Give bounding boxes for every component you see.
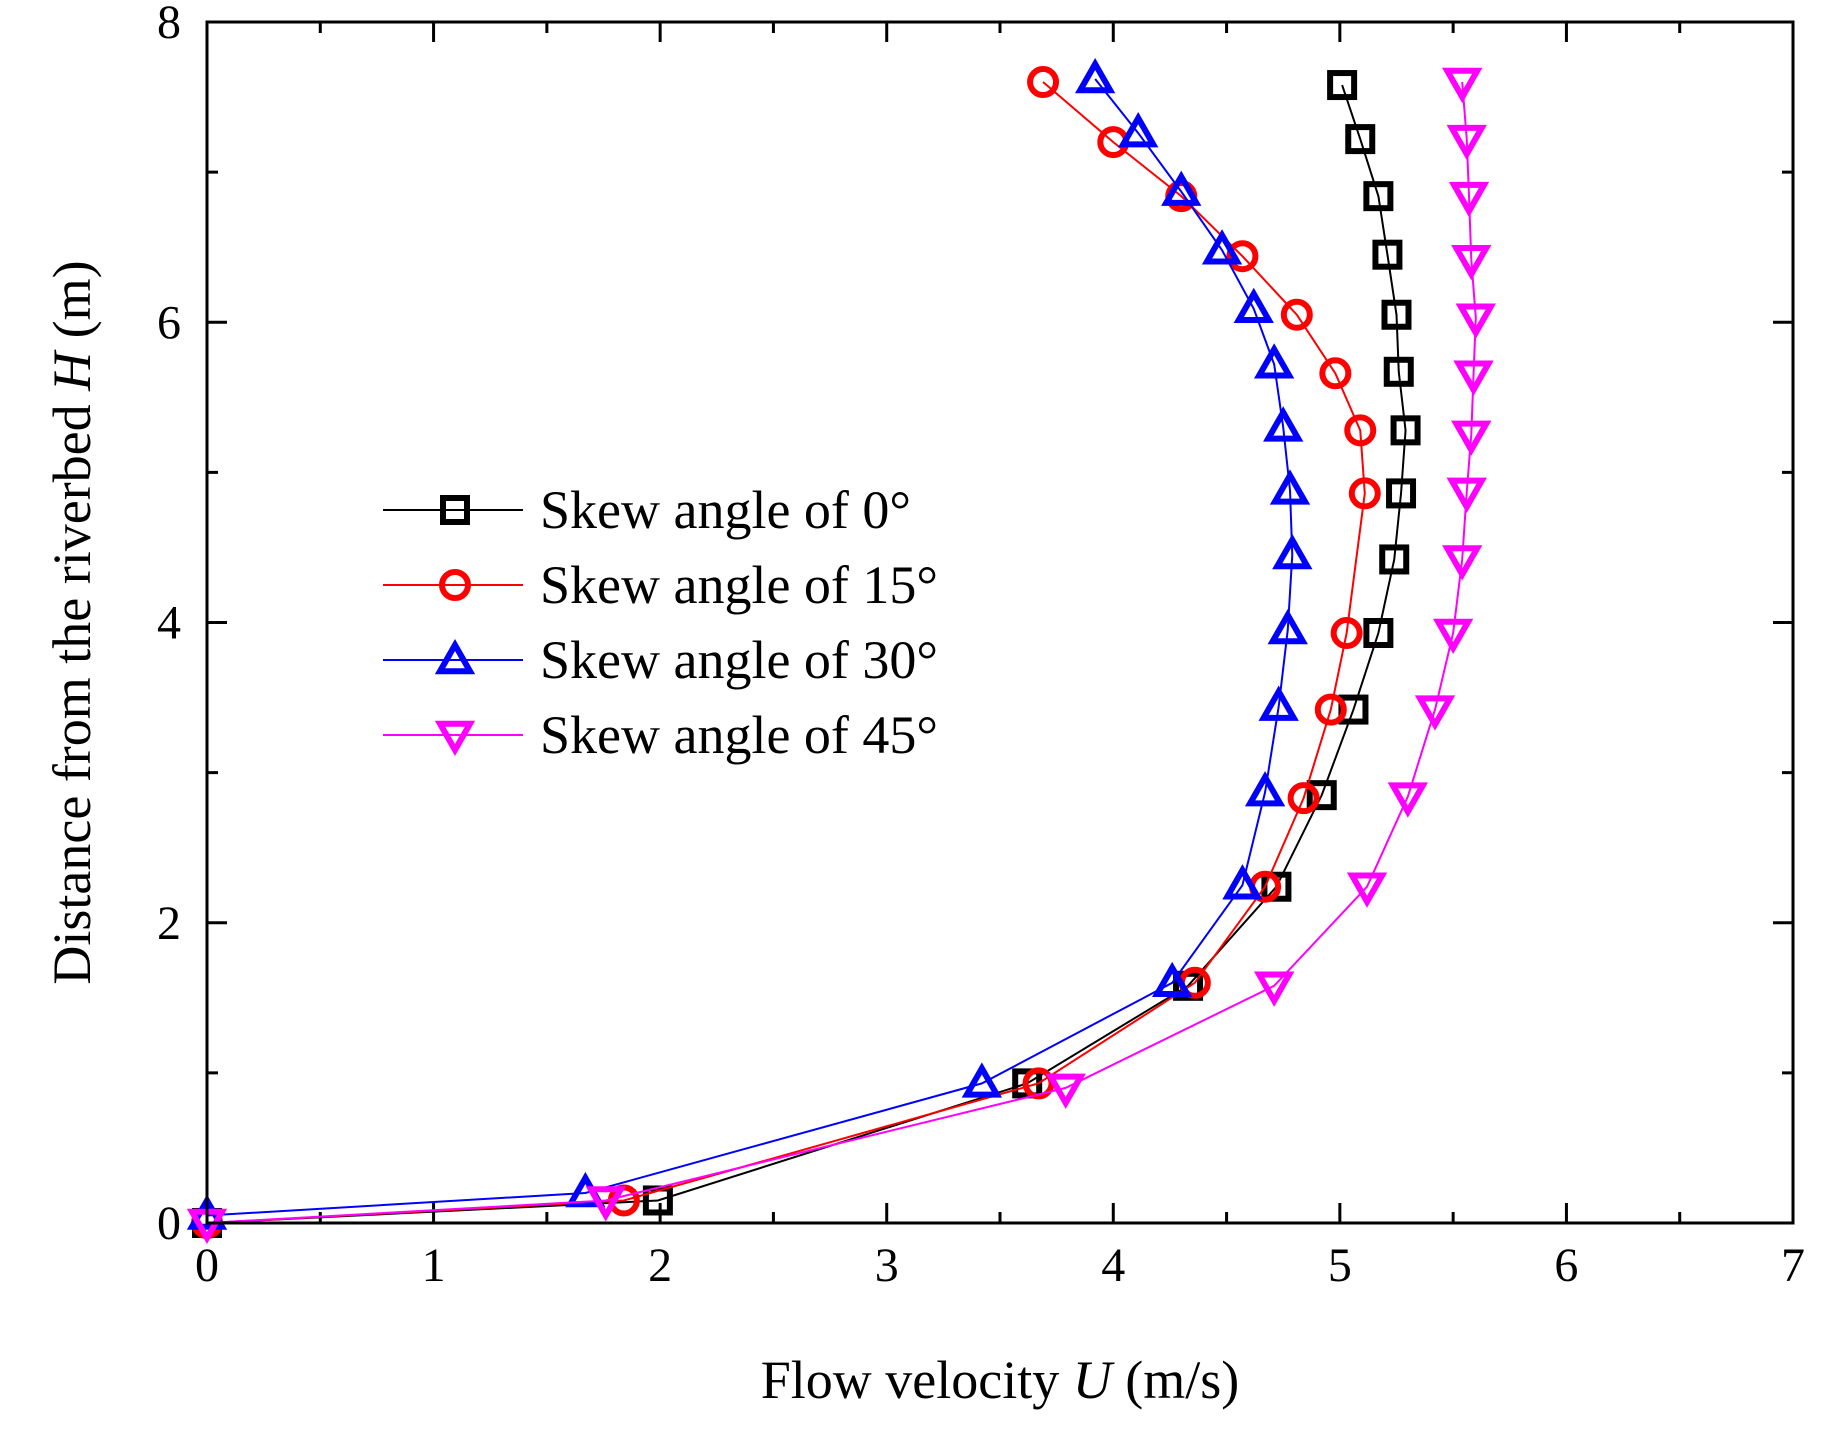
x-axis-title-prefix: Flow velocity — [761, 1350, 1073, 1410]
x-tick-label: 1 — [422, 1239, 446, 1292]
data-point — [1455, 303, 1496, 339]
y-tick-label: 0 — [157, 1197, 181, 1250]
data-point — [1074, 58, 1116, 94]
data-point — [1451, 244, 1492, 281]
legend: Skew angle of 0° Skew angle of 15° Skew an… — [383, 480, 938, 765]
data-point — [1346, 872, 1388, 908]
data-point — [1280, 298, 1313, 331]
data-point — [1327, 70, 1358, 101]
data-point — [1381, 299, 1412, 330]
data-point — [1258, 685, 1299, 721]
legend-item: Skew angle of 0° — [383, 480, 911, 540]
data-point — [1253, 343, 1295, 379]
data-point — [1226, 240, 1259, 273]
y-tick-label: 4 — [157, 597, 181, 650]
data-point — [1390, 415, 1421, 446]
data-point — [1027, 66, 1060, 99]
axis-tick-labels: 0 1 2 3 4 5 6 7 0 2 4 6 8 — [157, 0, 1805, 1292]
data-point — [1451, 420, 1492, 456]
data-point — [1222, 864, 1263, 900]
y-tick-label: 8 — [157, 0, 181, 49]
legend-marker — [434, 720, 476, 757]
y-axis-title-variable: H — [42, 349, 102, 392]
data-point — [1414, 695, 1456, 731]
data-point — [1448, 181, 1490, 218]
data-point — [1344, 414, 1377, 447]
data-point — [1442, 545, 1483, 581]
data-point — [1253, 971, 1295, 1007]
data-point — [1442, 67, 1483, 104]
x-axis-title-variable: U — [1073, 1350, 1115, 1410]
data-point — [1446, 477, 1487, 513]
series-2 — [186, 58, 1313, 1230]
x-axis-title-suffix: (m/s) — [1112, 1350, 1240, 1410]
legend-label: Skew angle of 0° — [540, 480, 911, 540]
legend-marker — [434, 638, 476, 675]
series-line — [206, 81, 1477, 1224]
plot-frame — [205, 20, 1795, 1225]
data-point — [1386, 478, 1417, 509]
data-point — [1453, 360, 1494, 396]
y-axis-title-prefix: Distance from the riverbed — [42, 391, 102, 985]
y-axis-title: Distance from the riverbed H (m) — [42, 260, 102, 984]
y-tick-label: 6 — [157, 296, 181, 349]
data-point — [1387, 782, 1428, 818]
data-point — [1363, 181, 1394, 212]
legend-item: Skew angle of 45° — [383, 705, 938, 765]
data-point — [1348, 477, 1381, 510]
series-line — [206, 84, 1407, 1224]
data-point — [1345, 124, 1376, 155]
series-line — [206, 81, 1366, 1224]
x-tick-label: 4 — [1101, 1239, 1125, 1292]
y-axis-title-suffix: (m) — [42, 260, 102, 351]
data-point — [1306, 780, 1337, 811]
data-point — [1201, 229, 1243, 265]
data-point — [1319, 357, 1352, 390]
plot-series — [186, 58, 1496, 1245]
data-point — [1267, 608, 1308, 645]
x-tick-label: 7 — [1781, 1239, 1805, 1292]
data-point — [1446, 124, 1487, 161]
data-point — [1161, 170, 1202, 206]
data-point — [1330, 617, 1363, 650]
axis-ticks — [205, 20, 1795, 1225]
y-tick-label: 2 — [157, 897, 181, 950]
x-tick-label: 2 — [648, 1239, 672, 1292]
x-tick-label: 6 — [1554, 1239, 1578, 1292]
data-point — [1118, 112, 1159, 148]
data-point — [585, 1186, 626, 1222]
x-tick-label: 0 — [195, 1239, 219, 1292]
data-point — [1314, 693, 1347, 726]
legend-marker — [439, 569, 471, 601]
data-point — [1152, 961, 1193, 998]
legend-item: Skew angle of 15° — [383, 555, 938, 615]
data-point — [961, 1062, 1003, 1098]
data-point — [1383, 356, 1414, 387]
data-point — [1379, 544, 1410, 575]
x-tick-label: 5 — [1328, 1239, 1352, 1292]
legend-label: Skew angle of 15° — [540, 555, 938, 615]
data-point — [1432, 618, 1474, 655]
data-point — [1269, 469, 1311, 505]
data-point — [1263, 406, 1304, 442]
legend-label: Skew angle of 45° — [540, 705, 938, 765]
data-point — [1244, 771, 1286, 807]
x-tick-label: 3 — [875, 1239, 899, 1292]
legend-label: Skew angle of 30° — [540, 630, 938, 690]
data-point — [1045, 1073, 1086, 1109]
data-point — [1372, 239, 1403, 270]
data-point — [1287, 782, 1320, 815]
series-0 — [192, 70, 1421, 1238]
x-axis-title: Flow velocity U (m/s) — [761, 1350, 1239, 1410]
legend-item: Skew angle of 30° — [383, 630, 938, 690]
series-line — [206, 78, 1294, 1217]
series-3 — [186, 67, 1496, 1245]
legend-marker — [440, 495, 470, 525]
data-point — [1363, 618, 1394, 649]
data-point — [1272, 533, 1313, 570]
data-point — [1233, 287, 1274, 323]
